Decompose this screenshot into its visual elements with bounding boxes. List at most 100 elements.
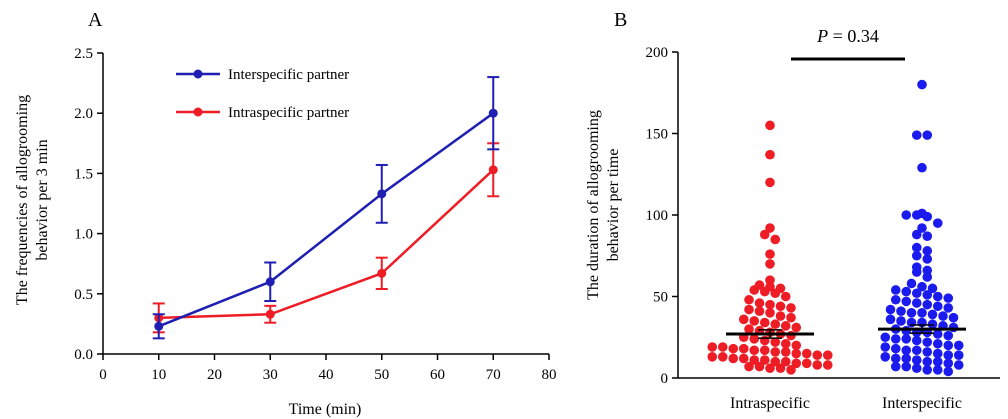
data-point — [780, 356, 791, 367]
data-point — [922, 272, 933, 282]
data-point — [890, 294, 901, 305]
panel-b-y-axis-label-line: behavior per time — [605, 149, 622, 262]
panel-a-axes: 0.0 0.5 1.0 1.5 2.0 2.5 0 10 20 30 40 50 60 70 80 — [74, 46, 556, 383]
data-point — [927, 319, 938, 330]
data-point — [890, 285, 901, 295]
data-point — [754, 361, 765, 372]
data-point — [770, 288, 781, 299]
panel-b-x-tick-label: Interspecific — [882, 395, 962, 412]
p-value-annotation: P = 0.34 — [816, 26, 879, 46]
panel-b-points — [707, 79, 966, 377]
data-point — [943, 358, 954, 369]
data-point — [749, 334, 760, 344]
data-point — [801, 348, 812, 359]
data-point — [775, 363, 786, 374]
data-point — [707, 352, 718, 362]
data-point — [770, 337, 781, 347]
data-point — [917, 281, 927, 292]
data-point — [917, 79, 927, 90]
data-point — [759, 286, 770, 297]
data-point — [780, 291, 791, 302]
panel-b-y-tick-label: 0 — [661, 371, 669, 387]
data-point — [917, 308, 927, 318]
data-point — [728, 353, 739, 364]
panel-a-line-chart: A The frequencies of allogrooming behavio… — [14, 9, 557, 418]
data-point — [953, 350, 964, 360]
panel-b-annotation: P = 0.34 — [791, 26, 905, 61]
data-point — [890, 361, 901, 372]
data-point — [749, 285, 760, 295]
data-point — [744, 304, 754, 315]
data-point — [938, 311, 948, 321]
panel-a-label: A — [88, 9, 103, 31]
data-point — [911, 363, 922, 374]
panel-a-y-tick-label: 1.0 — [74, 227, 93, 243]
data-point — [749, 355, 760, 365]
panel-b-x-tick-label: Intraspecific — [730, 395, 810, 412]
data-point — [922, 231, 933, 241]
data-point — [780, 321, 791, 331]
data-point — [791, 340, 802, 351]
panel-a-y-tick-label: 0.5 — [74, 287, 93, 303]
data-point — [901, 361, 912, 372]
legend-swatch-marker — [193, 107, 203, 117]
panel-a-x-axis-label: Time (min) — [289, 401, 362, 418]
data-point — [780, 338, 791, 349]
data-point — [744, 294, 754, 305]
data-point — [738, 343, 749, 354]
data-point — [759, 335, 770, 346]
panel-a-x-tick-label: 0 — [99, 367, 107, 383]
panel-a-y-tick-label: 2.5 — [74, 46, 93, 62]
data-point — [765, 120, 775, 131]
data-point — [749, 345, 760, 356]
data-point — [943, 330, 954, 341]
data-point — [822, 360, 833, 370]
data-point — [922, 130, 933, 140]
data-point — [717, 352, 728, 362]
panel-b-y-axis-label-line: The duration of allogrooming — [585, 110, 602, 300]
data-point — [901, 334, 912, 344]
data-point — [911, 267, 922, 277]
data-point — [922, 246, 933, 256]
data-point — [932, 356, 943, 367]
data-point — [775, 301, 786, 312]
data-point — [770, 356, 781, 367]
data-point — [922, 290, 933, 300]
data-point — [765, 363, 775, 374]
data-point — [911, 335, 922, 346]
data-point — [765, 177, 775, 188]
legend-item: Interspecific partner — [176, 67, 349, 83]
data-point — [917, 223, 927, 233]
data-point — [765, 149, 775, 160]
panel-a-x-tick-label: 60 — [430, 367, 445, 383]
data-point — [911, 130, 922, 140]
data-point — [780, 347, 791, 357]
data-point — [488, 108, 498, 118]
data-point — [953, 340, 964, 351]
data-point — [880, 352, 891, 362]
panel-a-x-tick-label: 70 — [486, 367, 501, 383]
data-point — [911, 250, 922, 261]
data-point — [791, 348, 802, 359]
data-point — [948, 322, 959, 333]
panel-a-y-tick-label: 0.0 — [74, 347, 93, 363]
data-point — [906, 278, 917, 289]
data-point — [890, 334, 901, 344]
data-point — [943, 293, 954, 303]
data-point — [738, 353, 749, 364]
data-point — [744, 324, 754, 334]
panel-a-y-tick-label: 2.0 — [74, 106, 93, 122]
data-point — [765, 308, 775, 318]
data-point — [911, 229, 922, 240]
data-point — [377, 189, 387, 199]
data-point — [154, 321, 164, 331]
series-interspecific-partner — [152, 76, 500, 340]
data-point — [901, 286, 912, 297]
panel-b-y-tick-label: 100 — [646, 208, 669, 224]
data-point — [801, 358, 812, 369]
data-point — [906, 317, 917, 328]
panel-a-x-tick-label: 80 — [542, 367, 557, 383]
data-point — [922, 211, 933, 222]
group-intraspecific — [707, 120, 833, 375]
